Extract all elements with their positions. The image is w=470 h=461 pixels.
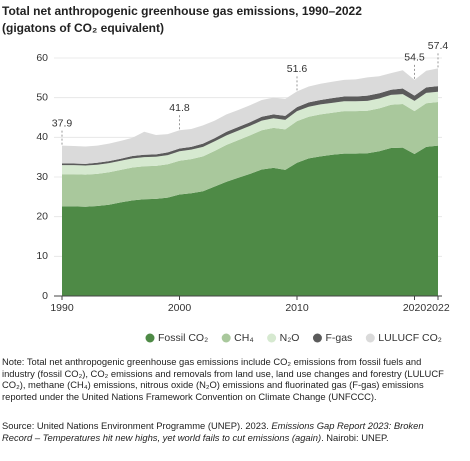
x-tick-label: 2022	[426, 302, 450, 314]
x-tick-label: 2000	[168, 302, 192, 314]
source-title: Emissions Gap Report 2023: Broken Record…	[2, 420, 424, 443]
chart-subtitle: (gigatons of CO₂ equivalent)	[2, 21, 164, 35]
y-tick-label: 20	[36, 210, 48, 222]
note: Note: Total net anthropogenic greenhouse…	[2, 356, 444, 402]
source-lead: Source: United Nations Environment Progr…	[2, 420, 272, 431]
y-tick-label: 40	[36, 131, 48, 143]
total-label: 37.9	[52, 117, 73, 129]
legend-label: LULUCF CO₂	[378, 332, 442, 344]
legend-swatch	[312, 333, 322, 343]
legend-label: Fossil CO₂	[158, 332, 208, 344]
x-tick-label: 2010	[285, 302, 309, 314]
chart-title: Total net anthropogenic greenhouse gas e…	[2, 4, 362, 18]
y-tick-label: 60	[36, 52, 48, 64]
legend-swatch	[267, 333, 277, 343]
area	[62, 102, 438, 207]
area	[62, 91, 438, 175]
y-tick-label: 0	[42, 290, 48, 302]
x-tick-label: 1990	[50, 302, 74, 314]
y-tick-label: 30	[36, 171, 48, 183]
area	[62, 145, 438, 296]
legend-swatch	[145, 333, 155, 343]
source: Source: United Nations Environment Progr…	[2, 420, 454, 443]
legend-swatch	[221, 333, 231, 343]
x-tick-label: 2020	[403, 302, 427, 314]
total-label: 41.8	[169, 102, 190, 114]
legend-label: N₂O	[280, 332, 300, 344]
legend-label: F-gas	[325, 332, 352, 344]
source-tail: . Nairobi: UNEP.	[321, 431, 389, 443]
chart: Total net anthropogenic greenhouse gas e…	[2, 4, 450, 344]
total-label: 54.5	[404, 52, 425, 64]
legend-label: CH₄	[234, 332, 253, 344]
y-tick-label: 50	[36, 91, 48, 103]
legend-swatch	[365, 333, 375, 343]
area	[62, 86, 438, 166]
total-label: 51.6	[287, 63, 308, 75]
area	[62, 68, 438, 164]
y-tick-label: 10	[36, 250, 48, 262]
total-label: 57.4	[428, 40, 449, 52]
